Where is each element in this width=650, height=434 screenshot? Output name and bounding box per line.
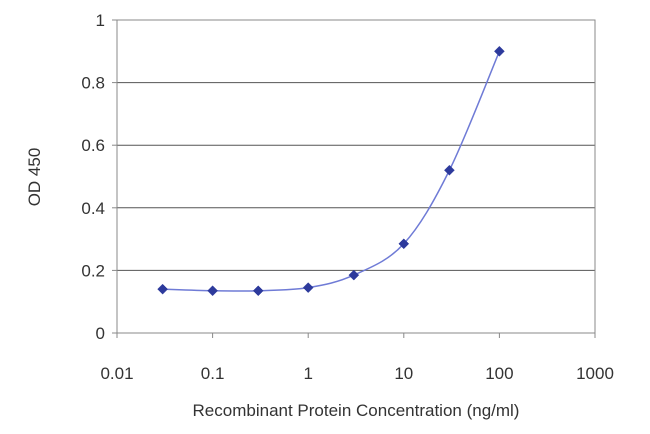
data-point xyxy=(348,269,360,281)
plot-area-frame xyxy=(116,19,596,334)
y-tick-label: 0.2 xyxy=(81,261,105,280)
data-point xyxy=(302,282,314,293)
y-tick-label: 0.6 xyxy=(81,136,105,155)
data-point xyxy=(157,283,168,295)
x-axis-ticks: 0.01 0.1 1 10 100 1000 xyxy=(100,333,614,383)
x-tick-label: 10 xyxy=(394,364,413,383)
x-tick-label: 0.01 xyxy=(100,364,133,383)
data-point xyxy=(252,285,264,297)
x-tick-label: 0.1 xyxy=(201,364,225,383)
gridlines xyxy=(117,82,595,271)
y-axis-label: OD 450 xyxy=(25,148,44,207)
data-point xyxy=(207,285,218,297)
y-tick-label: 1 xyxy=(96,11,105,30)
y-tick-label: 0 xyxy=(96,324,105,343)
x-axis-label: Recombinant Protein Concentration (ng/ml… xyxy=(193,401,520,420)
y-tick-label: 0.8 xyxy=(81,74,105,93)
data-point xyxy=(398,238,410,250)
y-tick-label: 0.4 xyxy=(81,199,105,218)
x-tick-label: 1000 xyxy=(576,364,614,383)
y-axis-ticks: 0 0.2 0.4 0.6 0.8 1 xyxy=(81,11,117,343)
series-layer xyxy=(157,45,505,297)
data-point xyxy=(494,45,505,57)
x-tick-label: 1 xyxy=(303,364,312,383)
x-tick-label: 100 xyxy=(485,364,513,383)
data-point xyxy=(444,164,455,176)
